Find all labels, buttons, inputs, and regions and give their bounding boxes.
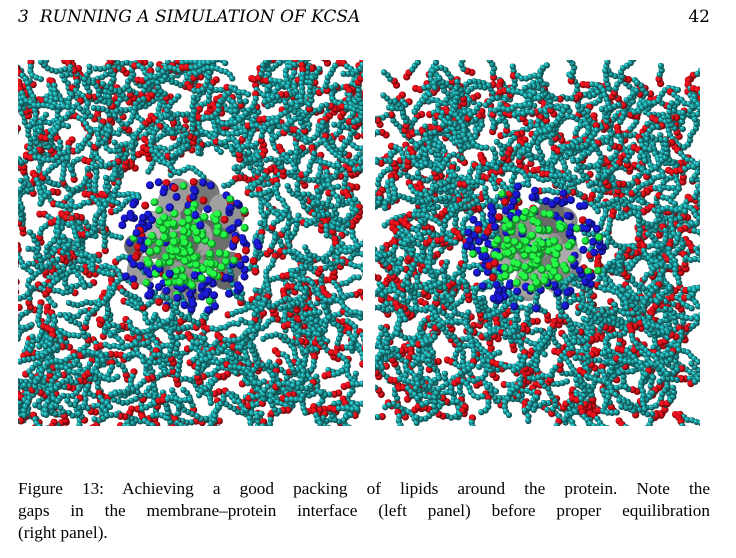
caption-line-3: (right panel). (18, 522, 710, 544)
right-panel-image (375, 60, 700, 426)
caption-line-1: Figure 13: Achieving a good packing of l… (18, 478, 710, 500)
right-panel-molecular-render (375, 60, 700, 426)
section-heading: 3 RUNNING A SIMULATION OF KCSA (18, 7, 360, 27)
caption-line-2: gaps in the membrane–protein interface (… (18, 500, 710, 522)
section-title: RUNNING A SIMULATION OF KCSA (40, 7, 360, 27)
section-number: 3 (18, 7, 29, 27)
left-panel-molecular-render (18, 60, 363, 426)
figure-caption: Figure 13: Achieving a good packing of l… (18, 478, 710, 544)
page-number: 42 (688, 7, 710, 27)
running-header: 3 RUNNING A SIMULATION OF KCSA 42 (18, 7, 710, 31)
left-panel-image (18, 60, 363, 426)
